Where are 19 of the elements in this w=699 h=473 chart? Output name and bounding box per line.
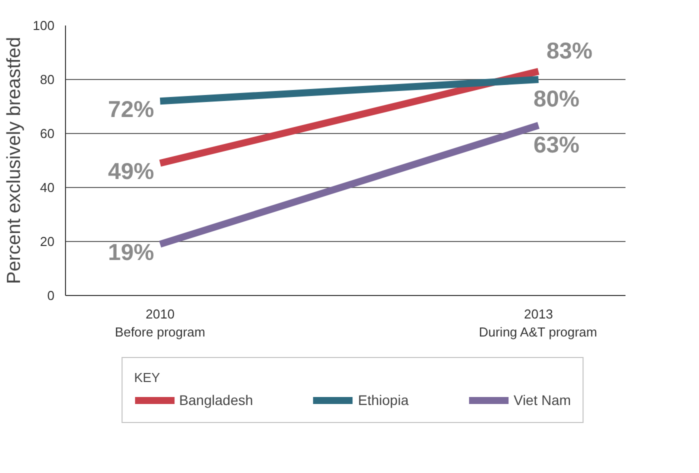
x-tick-label: 2010 Before program <box>114 306 206 340</box>
legend-label: Viet Nam <box>514 392 571 408</box>
y-tick-label: 20 <box>40 234 55 249</box>
x-tick-label: 2013 During A&T program <box>478 306 598 340</box>
legend-label: Ethiopia <box>358 392 409 408</box>
y-tick-label: 40 <box>40 180 55 195</box>
legend-title: KEY <box>134 370 162 384</box>
data-label: 63% <box>533 131 580 158</box>
y-axis-title: Percent exclusively breastfed <box>4 36 25 284</box>
y-tick-label: 100 <box>32 18 55 33</box>
data-label: 49% <box>108 158 154 184</box>
data-label: 80% <box>533 86 580 112</box>
y-tick-label: 0 <box>47 288 55 303</box>
data-label: 83% <box>546 37 593 64</box>
legend-label: Bangladesh <box>179 392 254 408</box>
y-tick-label: 60 <box>40 126 55 141</box>
data-label: 19% <box>108 239 154 266</box>
data-label: 72% <box>108 96 154 122</box>
y-tick-label: 80 <box>40 72 55 87</box>
